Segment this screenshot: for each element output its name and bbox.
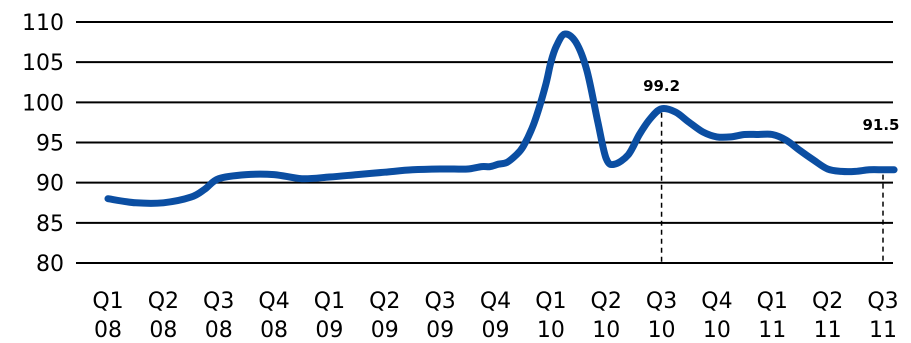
y-tick-label: 105 <box>22 51 64 76</box>
x-tick-label-quarter: Q1 <box>314 289 345 314</box>
x-tick-label-year: 08 <box>205 318 233 343</box>
x-tick-label-quarter: Q2 <box>812 289 843 314</box>
x-axis-ticks: Q1 08 Q2 08 Q3 08 Q4 08 Q1 09 Q2 09 Q3 09 Q4 09 Q1 10 Q2 10… <box>92 289 898 343</box>
x-tick-label-quarter: Q3 <box>867 289 898 314</box>
x-tick-label-year: 11 <box>758 318 786 343</box>
annotations: 99.2 91.5 <box>643 77 900 263</box>
x-tick-label-quarter: Q4 <box>258 289 289 314</box>
x-tick-label-quarter: Q3 <box>646 289 677 314</box>
x-tick-label-year: 10 <box>703 318 731 343</box>
y-tick-label: 100 <box>22 91 64 116</box>
x-tick-label-quarter: Q1 <box>757 289 788 314</box>
x-tick-label-year: 09 <box>371 318 399 343</box>
x-tick-label-quarter: Q2 <box>369 289 400 314</box>
x-tick-label-year: 11 <box>814 318 842 343</box>
x-tick-label-year: 09 <box>315 318 343 343</box>
y-axis-ticks: 80 85 90 95 100 105 110 <box>22 11 64 277</box>
x-tick-label-quarter: Q4 <box>480 289 511 314</box>
x-tick-label-quarter: Q3 <box>203 289 234 314</box>
x-tick-label-year: 09 <box>482 318 510 343</box>
y-tick-label: 110 <box>22 11 64 36</box>
x-tick-label-year: 08 <box>149 318 177 343</box>
gridlines <box>76 21 893 264</box>
x-tick-label-year: 10 <box>537 318 565 343</box>
y-tick-label: 95 <box>36 132 64 157</box>
x-tick-label-quarter: Q1 <box>535 289 566 314</box>
y-tick-label: 85 <box>36 212 64 237</box>
x-tick-label-year: 09 <box>426 318 454 343</box>
y-tick-label: 80 <box>36 252 64 277</box>
x-tick-label-year: 08 <box>260 318 288 343</box>
annotation-label: 99.2 <box>643 77 680 95</box>
annotation-label: 91.5 <box>862 116 899 134</box>
x-tick-label-year: 10 <box>592 318 620 343</box>
x-tick-label-quarter: Q2 <box>148 289 179 314</box>
x-tick-label-quarter: Q4 <box>701 289 732 314</box>
x-tick-label-quarter: Q2 <box>591 289 622 314</box>
y-tick-label: 90 <box>36 172 64 197</box>
x-tick-label-year: 10 <box>648 318 676 343</box>
series-group <box>104 30 898 207</box>
x-tick-label-year: 08 <box>94 318 122 343</box>
x-tick-label-quarter: Q3 <box>424 289 455 314</box>
series-line-0 <box>104 30 898 207</box>
x-tick-label-quarter: Q1 <box>92 289 123 314</box>
x-tick-label-year: 11 <box>869 318 897 343</box>
